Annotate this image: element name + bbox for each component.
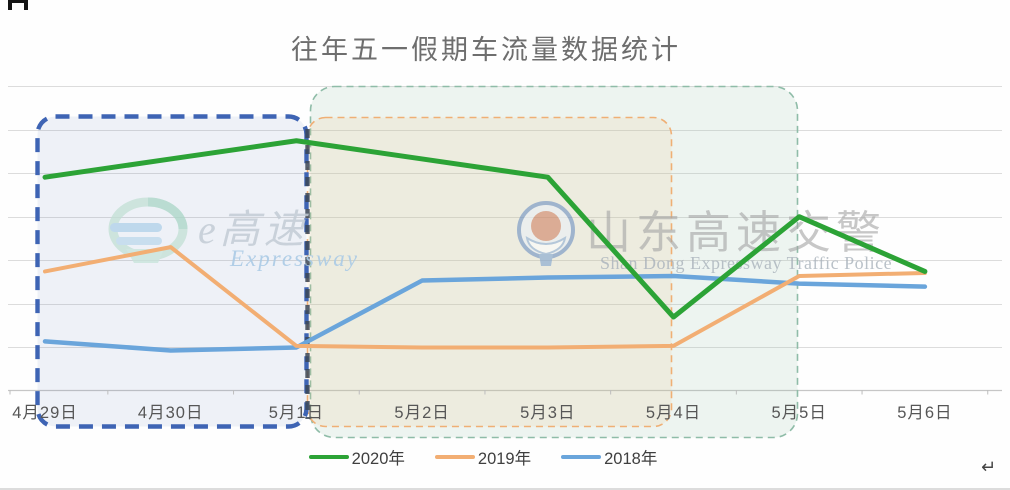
highlight-region-orange <box>306 116 673 428</box>
axis-ticks <box>9 390 989 395</box>
series-line-2019年 <box>43 245 927 350</box>
series-line-2020年 <box>42 138 928 320</box>
series-line-2018年 <box>42 273 928 353</box>
series-lines <box>42 138 928 353</box>
highlight-region-teal <box>309 85 799 439</box>
